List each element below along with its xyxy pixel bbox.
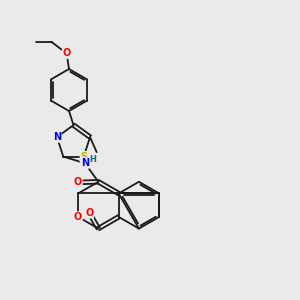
Text: N: N bbox=[53, 132, 61, 142]
Text: O: O bbox=[74, 212, 82, 222]
Text: O: O bbox=[62, 48, 71, 59]
Text: H: H bbox=[89, 155, 96, 164]
Text: S: S bbox=[80, 152, 87, 162]
Text: O: O bbox=[85, 208, 94, 218]
Text: O: O bbox=[74, 177, 82, 188]
Text: N: N bbox=[81, 158, 89, 168]
